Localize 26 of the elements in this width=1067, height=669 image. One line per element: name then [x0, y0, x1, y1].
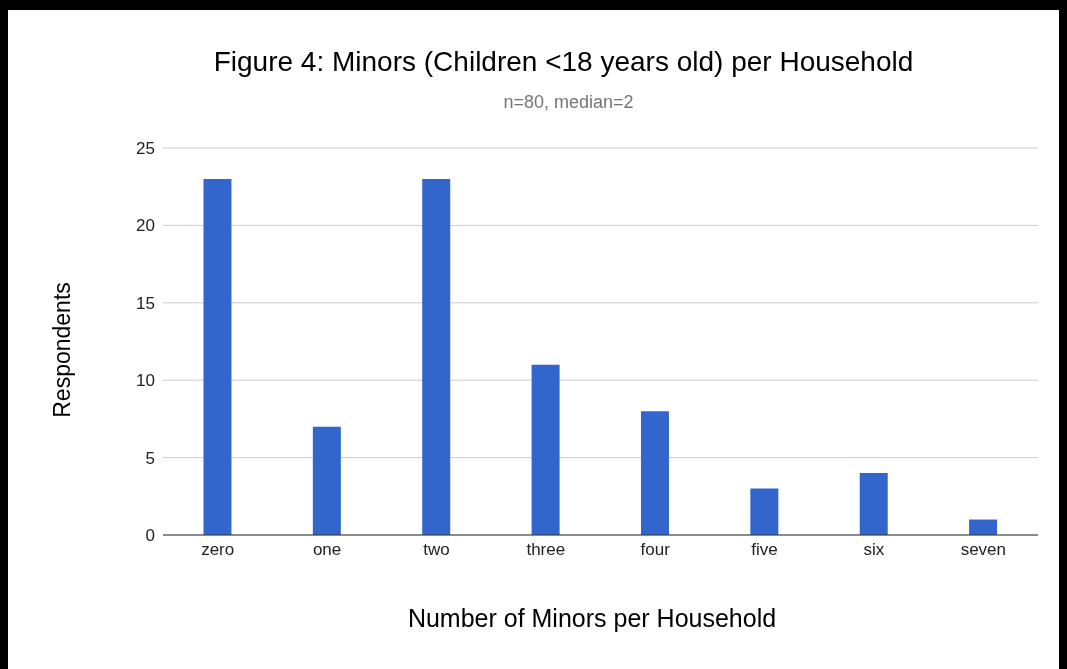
y-tick-label: 10 — [136, 371, 155, 391]
chart-title: Figure 4: Minors (Children <18 years old) per Household — [212, 46, 915, 78]
bar — [859, 473, 888, 535]
bar — [203, 178, 232, 535]
bar — [640, 411, 669, 535]
x-tick-label: seven — [960, 540, 1006, 560]
x-tick-label: six — [863, 540, 885, 560]
x-tick-label: zero — [201, 540, 235, 560]
y-tick-label: 25 — [136, 139, 155, 159]
bar — [531, 364, 560, 535]
bar — [969, 519, 998, 535]
y-tick-label: 20 — [136, 216, 155, 236]
x-tick-label: one — [312, 540, 342, 560]
x-tick-label: four — [640, 540, 671, 560]
y-tick-label: 0 — [145, 526, 155, 546]
y-axis-title: Respondents — [48, 282, 76, 418]
x-axis-title: Number of Minors per Household — [407, 604, 777, 633]
y-tick-label: 5 — [145, 448, 155, 468]
chart-subtitle: n=80, median=2 — [502, 92, 635, 113]
y-tick-label: 15 — [136, 293, 155, 313]
bar — [750, 488, 779, 535]
bar — [422, 178, 451, 535]
bar — [312, 426, 341, 535]
x-tick-label: three — [526, 540, 566, 560]
x-tick-label: five — [751, 540, 778, 560]
x-tick-label: two — [423, 540, 450, 560]
